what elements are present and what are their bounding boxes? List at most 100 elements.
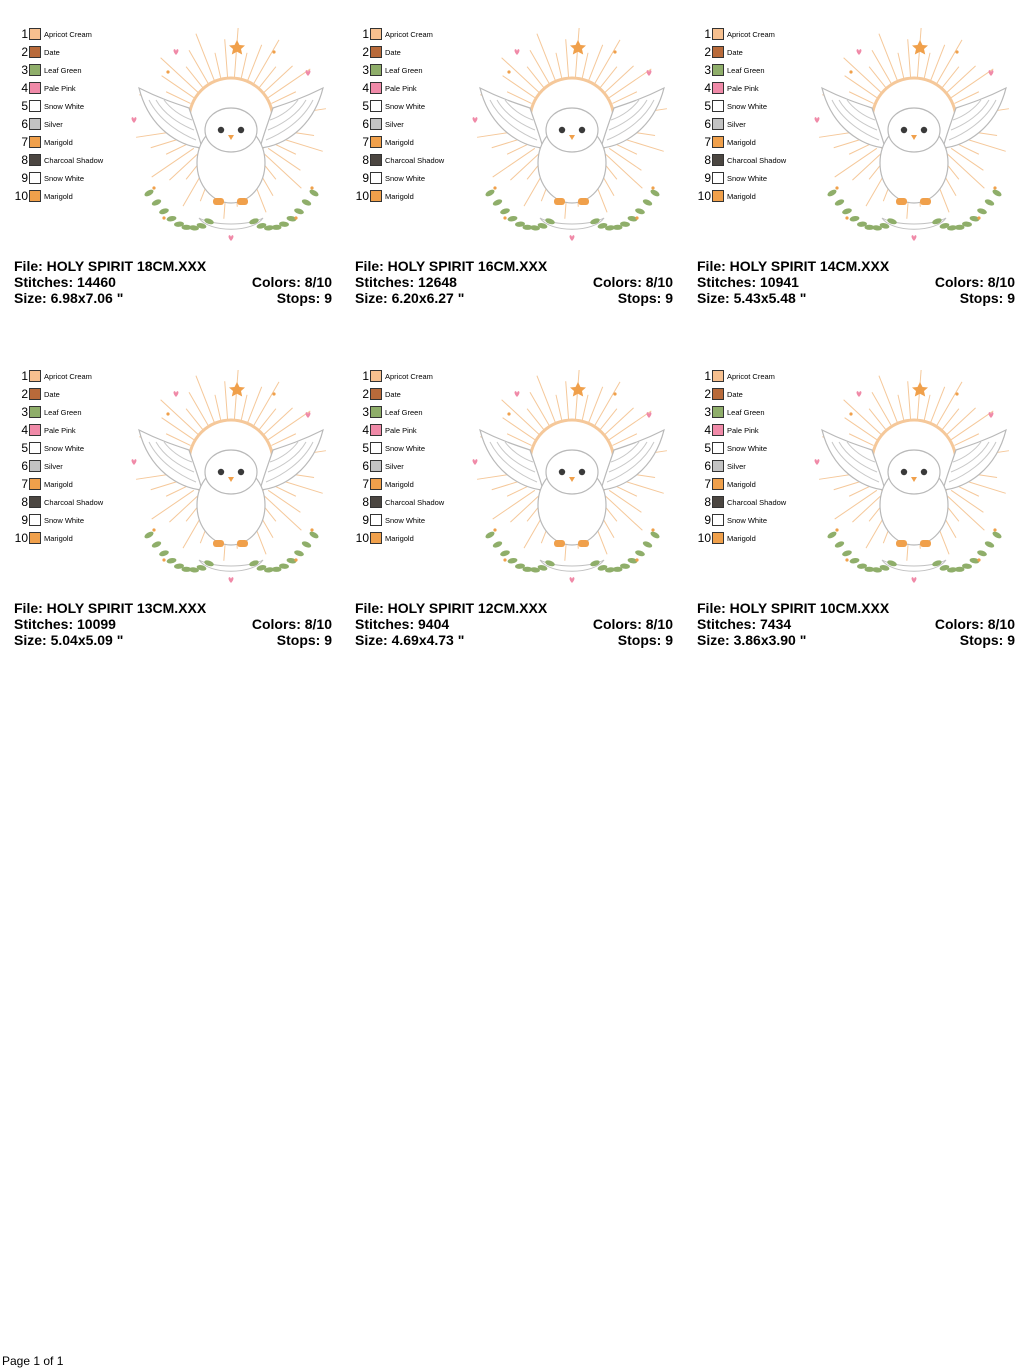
color-number: 10	[697, 189, 711, 203]
color-swatch	[712, 406, 724, 418]
legend-row: 7 Marigold	[355, 476, 413, 492]
legend-row: 3 Leaf Green	[14, 404, 81, 420]
color-swatch	[370, 460, 382, 472]
color-name: Apricot Cream	[385, 29, 433, 39]
page-footer: Page 1 of 1	[2, 1354, 64, 1368]
dove-head	[545, 449, 599, 495]
color-swatch	[370, 190, 382, 202]
color-swatch	[712, 82, 724, 94]
color-name: Marigold	[385, 533, 414, 543]
color-number: 7	[704, 135, 711, 149]
color-name: Apricot Cream	[44, 29, 92, 39]
left-wing	[479, 86, 544, 149]
design-info: File: HOLY SPIRIT 18CM.XXX Stitches: 1446…	[14, 258, 332, 306]
left-wing	[138, 86, 203, 149]
design-card: 1 Apricot Cream 2 Date 3 Leaf Green 4 Pale Pink…	[14, 368, 334, 668]
color-number: 8	[704, 495, 711, 509]
color-swatch	[29, 478, 41, 490]
color-number: 9	[21, 171, 28, 185]
color-name: Apricot Cream	[727, 371, 775, 381]
color-swatch	[370, 100, 382, 112]
legend-row: 7 Marigold	[697, 476, 755, 492]
legend-row: 8 Charcoal Shadow	[697, 494, 786, 510]
color-number: 6	[21, 117, 28, 131]
legend-row: 9 Snow White	[355, 170, 425, 186]
color-name: Pale Pink	[44, 83, 76, 93]
dove-head	[887, 107, 941, 153]
color-number: 1	[362, 27, 369, 41]
color-swatch	[712, 46, 724, 58]
color-name: Leaf Green	[385, 407, 423, 417]
color-swatch	[29, 172, 41, 184]
laurel-leaves	[485, 189, 660, 231]
color-count: Colors: 8/10	[592, 274, 673, 290]
color-name: Charcoal Shadow	[727, 155, 787, 165]
legend-row: 10 Marigold	[355, 530, 414, 546]
color-name: Pale Pink	[44, 425, 76, 435]
stitch-count: Stitches: 10099	[14, 616, 116, 632]
color-name: Charcoal Shadow	[727, 497, 787, 507]
color-swatch	[29, 370, 41, 382]
laurel-leaves	[827, 531, 1002, 573]
color-number: 2	[362, 45, 369, 59]
color-name: Date	[727, 389, 743, 399]
color-name: Apricot Cream	[727, 29, 775, 39]
small-star-icons	[493, 392, 655, 562]
legend-row: 9 Snow White	[697, 170, 767, 186]
legend-row: 8 Charcoal Shadow	[14, 494, 103, 510]
color-name: Silver	[385, 461, 404, 471]
left-foot	[213, 198, 224, 205]
color-number: 10	[697, 531, 711, 545]
legend-row: 2 Date	[355, 386, 401, 402]
color-swatch	[29, 154, 41, 166]
legend-row: 2 Date	[14, 386, 60, 402]
dove-head	[204, 107, 258, 153]
design-preview-image	[465, 369, 680, 585]
file-name: File: HOLY SPIRIT 14CM.XXX	[697, 258, 890, 274]
color-swatch	[712, 100, 724, 112]
color-name: Snow White	[727, 101, 768, 111]
right-foot	[237, 198, 248, 205]
color-swatch	[370, 424, 382, 436]
color-name: Date	[727, 47, 743, 57]
laurel-leaves	[485, 531, 660, 573]
color-name: Silver	[44, 119, 63, 129]
legend-row: 9 Snow White	[14, 170, 84, 186]
legend-row: 1 Apricot Cream	[355, 26, 433, 42]
color-swatch	[370, 532, 382, 544]
color-number: 5	[704, 99, 711, 113]
legend-row: 4 Pale Pink	[14, 422, 76, 438]
color-swatch	[712, 424, 724, 436]
star-icon	[229, 382, 245, 397]
color-name: Marigold	[44, 533, 73, 543]
color-swatch	[370, 154, 382, 166]
design-preview-image	[124, 27, 339, 243]
file-name: File: HOLY SPIRIT 13CM.XXX	[14, 600, 207, 616]
color-number: 5	[362, 441, 369, 455]
color-number: 4	[704, 81, 711, 95]
color-number: 6	[704, 459, 711, 473]
legend-row: 7 Marigold	[355, 134, 413, 150]
file-name: File: HOLY SPIRIT 10CM.XXX	[697, 600, 890, 616]
color-swatch	[29, 460, 41, 472]
color-name: Pale Pink	[385, 425, 417, 435]
left-wing	[821, 86, 886, 149]
legend-row: 7 Marigold	[14, 134, 72, 150]
legend-row: 5 Snow White	[697, 98, 767, 114]
legend-row: 3 Leaf Green	[697, 404, 764, 420]
color-swatch	[29, 46, 41, 58]
left-wing	[479, 428, 544, 491]
color-name: Snow White	[727, 515, 768, 525]
star-icon	[570, 382, 586, 397]
color-number: 6	[704, 117, 711, 131]
legend-row: 10 Marigold	[14, 188, 73, 204]
heart-icons	[814, 391, 994, 583]
design-card: 1 Apricot Cream 2 Date 3 Leaf Green 4 Pale Pink…	[697, 368, 1017, 668]
right-foot	[920, 198, 931, 205]
color-number: 5	[21, 441, 28, 455]
legend-row: 5 Snow White	[355, 440, 425, 456]
color-name: Marigold	[385, 191, 414, 201]
color-number: 8	[21, 495, 28, 509]
laurel-leaves	[144, 189, 319, 231]
file-name: File: HOLY SPIRIT 16CM.XXX	[355, 258, 548, 274]
